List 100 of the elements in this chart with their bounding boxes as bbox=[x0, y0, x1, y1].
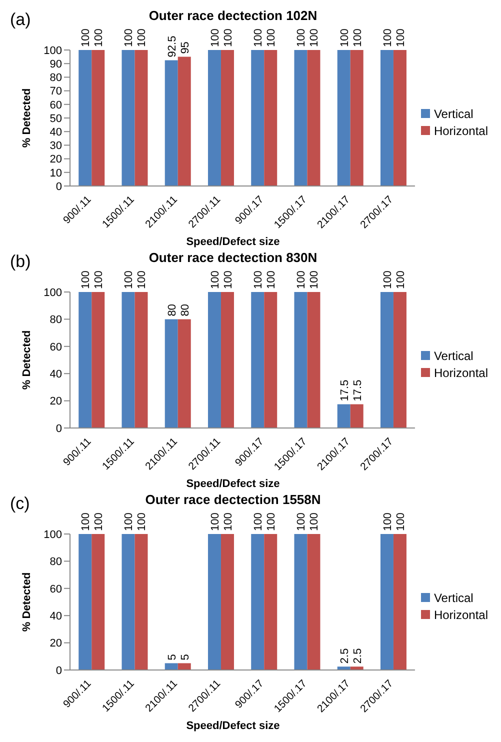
bar bbox=[164, 663, 178, 670]
chart-title: Outer race dectection 1558N bbox=[144, 492, 322, 507]
y-tick-label: 50 bbox=[50, 112, 62, 125]
data-label: 100 bbox=[136, 512, 148, 531]
legend-label: Horizontal bbox=[432, 608, 488, 622]
data-label: 92.5 bbox=[166, 36, 178, 58]
bar bbox=[307, 50, 320, 186]
bar bbox=[307, 292, 320, 428]
bar bbox=[393, 50, 406, 186]
data-label: 100 bbox=[252, 28, 265, 47]
y-tick-label: 70 bbox=[50, 86, 62, 98]
bar bbox=[294, 534, 308, 670]
chart-title: Outer race dectection 830N bbox=[148, 250, 318, 265]
data-label: 100 bbox=[266, 512, 278, 531]
data-label: 100 bbox=[338, 28, 351, 47]
y-tick-label: 100 bbox=[44, 44, 62, 57]
y-tick-label: 0 bbox=[56, 180, 62, 193]
data-label: 100 bbox=[308, 270, 321, 289]
legend-label: Vertical bbox=[432, 590, 474, 604]
y-tick-label: 90 bbox=[50, 58, 62, 71]
x-axis-title: Speed/Defect size bbox=[185, 720, 281, 732]
text: (a) bbox=[10, 10, 31, 30]
y-tick-label: 30 bbox=[50, 140, 62, 152]
legend-label: Horizontal bbox=[432, 366, 488, 380]
bar bbox=[92, 534, 105, 670]
y-tick-label: 60 bbox=[50, 583, 62, 596]
bar bbox=[380, 292, 394, 428]
bar bbox=[307, 534, 320, 670]
legend-label: Vertical bbox=[432, 348, 474, 362]
data-label: 100 bbox=[123, 270, 136, 289]
y-axis-title: % Detected bbox=[20, 88, 33, 148]
bar bbox=[380, 50, 394, 186]
data-label: 100 bbox=[136, 28, 148, 47]
bar bbox=[220, 534, 234, 670]
data-label: 100 bbox=[252, 270, 265, 289]
bar bbox=[164, 319, 178, 428]
data-label: 100 bbox=[382, 28, 394, 47]
data-label: 100 bbox=[266, 270, 278, 289]
data-label: 100 bbox=[136, 270, 148, 289]
data-label: 100 bbox=[296, 270, 308, 289]
data-label: 17.5 bbox=[352, 380, 364, 402]
bar bbox=[350, 50, 364, 186]
y-tick-label: 40 bbox=[50, 368, 62, 381]
bar bbox=[208, 50, 221, 186]
data-label: 100 bbox=[222, 270, 234, 289]
y-tick-label: 80 bbox=[50, 72, 62, 84]
bar bbox=[350, 404, 364, 428]
data-label: 100 bbox=[382, 270, 394, 289]
bar bbox=[264, 50, 278, 186]
bar bbox=[264, 292, 278, 428]
y-tick-label: 0 bbox=[56, 422, 62, 435]
y-tick-label: 80 bbox=[50, 314, 62, 326]
bar bbox=[208, 534, 221, 670]
data-label: 100 bbox=[222, 28, 234, 47]
bar bbox=[122, 292, 135, 428]
text: (c) bbox=[10, 494, 30, 514]
data-label: 100 bbox=[80, 28, 92, 47]
data-label: 100 bbox=[209, 512, 222, 531]
data-label: 100 bbox=[382, 512, 394, 531]
data-label: 100 bbox=[80, 512, 92, 531]
y-axis-title: % Detected bbox=[20, 572, 33, 632]
y-tick-label: 20 bbox=[50, 396, 62, 408]
bar bbox=[78, 534, 92, 670]
bar bbox=[92, 292, 105, 428]
data-label: 100 bbox=[352, 28, 364, 47]
bar bbox=[92, 50, 105, 186]
data-label: 100 bbox=[252, 512, 265, 531]
data-label: 100 bbox=[308, 512, 321, 531]
bar bbox=[134, 534, 148, 670]
text: (b) bbox=[10, 252, 31, 272]
bar bbox=[251, 534, 264, 670]
data-label: 100 bbox=[123, 28, 136, 47]
data-label: 100 bbox=[93, 270, 106, 289]
data-label: 100 bbox=[394, 270, 407, 289]
bar bbox=[264, 534, 278, 670]
bar bbox=[178, 319, 191, 428]
data-label: 100 bbox=[123, 512, 136, 531]
y-tick-label: 60 bbox=[50, 99, 62, 112]
chart-title: Outer race dectection 102N bbox=[148, 8, 318, 23]
bar bbox=[294, 50, 308, 186]
bar bbox=[122, 50, 135, 186]
bar bbox=[294, 292, 308, 428]
bar bbox=[178, 663, 191, 670]
data-label: 100 bbox=[394, 512, 407, 531]
data-label: 100 bbox=[222, 512, 234, 531]
data-label: 5 bbox=[166, 654, 178, 660]
y-tick-label: 10 bbox=[50, 167, 62, 180]
data-label: 100 bbox=[266, 28, 278, 47]
data-label: 100 bbox=[209, 270, 222, 289]
bar bbox=[393, 292, 406, 428]
y-tick-label: 100 bbox=[44, 286, 62, 299]
bar bbox=[220, 50, 234, 186]
bar bbox=[78, 292, 92, 428]
data-label: 100 bbox=[308, 28, 321, 47]
y-tick-label: 60 bbox=[50, 341, 62, 354]
bar bbox=[78, 50, 92, 186]
bar bbox=[122, 534, 135, 670]
data-label: 17.5 bbox=[338, 380, 351, 402]
y-tick-label: 100 bbox=[44, 528, 62, 541]
bar bbox=[164, 60, 178, 186]
